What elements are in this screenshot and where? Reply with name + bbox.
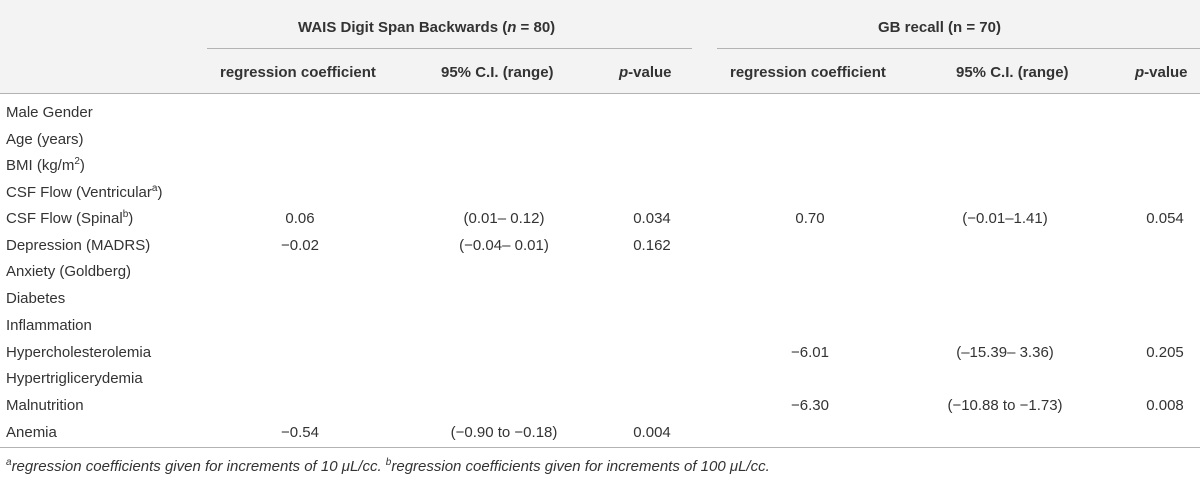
col-head-wais-ci: 95% C.I. (range) (441, 64, 554, 81)
footnote-b-marker: b (385, 457, 392, 468)
col-head-wais-p-rest: -value (628, 64, 672, 81)
cell-wais-p: 0.034 (633, 210, 671, 227)
row-label: Hypercholesterolemia (6, 344, 152, 361)
row-label-sup: 2 (74, 156, 80, 167)
row-label: Malnutrition (6, 397, 84, 414)
col-head-wais-p-italic: p (619, 64, 629, 81)
col-head-wais-p: p-value (619, 64, 672, 81)
cell-wais-p: 0.004 (633, 424, 671, 441)
row-label: CSF Flow (Ventriculara) (6, 183, 163, 202)
row-label: Depression (MADRS) (6, 237, 151, 254)
cell-wais-coef: −0.54 (281, 424, 319, 441)
group-title-wais-text: WAIS Digit Span Backwards ( (298, 19, 508, 36)
row-label: Hypertriglicerydemia (6, 370, 143, 387)
row-label: BMI (kg/m2) (6, 156, 85, 175)
row-label-tail: ) (157, 184, 163, 201)
cell-wais-ci: (−0.04– 0.01) (459, 237, 549, 254)
cell-wais-coef: −0.02 (281, 237, 319, 254)
group-title-wais-tail: = 80) (516, 19, 556, 36)
cell-gb-coef: −6.01 (791, 344, 829, 361)
cell-wais-coef: 0.06 (285, 210, 315, 227)
col-head-gb-coef: regression coefficient (730, 64, 886, 81)
footnote-b-text: regression coefficients given for increm… (391, 458, 770, 475)
cell-gb-ci: (–15.39– 3.36) (956, 344, 1054, 361)
cell-gb-ci: (−0.01–1.41) (962, 210, 1048, 227)
row-label-text: CSF Flow (Ventricular (6, 184, 152, 201)
cell-wais-ci: (0.01– 0.12) (463, 210, 545, 227)
row-label-text: CSF Flow (Spinal (6, 210, 123, 227)
col-head-gb-ci: 95% C.I. (range) (956, 64, 1069, 81)
cell-gb-coef: −6.30 (791, 397, 829, 414)
cell-wais-ci: (−0.90 to −0.18) (450, 424, 558, 441)
row-label-sup: b (122, 209, 129, 220)
row-label: Male Gender (6, 104, 93, 121)
footnote-a-marker: a (6, 457, 12, 468)
table-bottom-rule (0, 447, 1200, 448)
row-label-text: BMI (kg/m (6, 157, 75, 174)
group-title-wais: WAIS Digit Span Backwards (n = 80) (298, 19, 555, 36)
cell-gb-ci: (−10.88 to −1.73) (947, 397, 1063, 414)
row-label: Diabetes (6, 290, 66, 307)
row-label: CSF Flow (Spinalb) (6, 209, 134, 228)
row-label-tail: ) (79, 157, 85, 174)
cell-wais-p: 0.162 (633, 237, 671, 254)
row-label-sup: a (151, 183, 158, 194)
table-header-background (0, 0, 1200, 94)
row-label: Anemia (6, 424, 57, 441)
group-rule-gb (717, 48, 1200, 49)
table-footnote: aregression coefficients given for incre… (6, 457, 770, 476)
col-head-wais-coef: regression coefficient (220, 64, 376, 81)
group-rule-wais (207, 48, 692, 49)
cell-gb-p: 0.205 (1146, 344, 1184, 361)
col-head-gb-p-italic: p (1135, 64, 1145, 81)
row-label: Age (years) (6, 131, 84, 148)
row-label-tail: ) (128, 210, 134, 227)
header-rule (0, 93, 1200, 94)
row-label: Anxiety (Goldberg) (6, 263, 132, 280)
cell-gb-p: 0.054 (1146, 210, 1184, 227)
footnote-a-text: regression coefficients given for increm… (11, 458, 386, 475)
group-title-gb: GB recall (n = 70) (878, 19, 1001, 36)
group-title-wais-n: n (507, 19, 517, 36)
col-head-gb-p-rest: -value (1144, 64, 1188, 81)
cell-gb-p: 0.008 (1146, 397, 1184, 414)
col-head-gb-p: p-value (1135, 64, 1188, 81)
row-label: Inflammation (6, 317, 92, 334)
cell-gb-coef: 0.70 (795, 210, 825, 227)
